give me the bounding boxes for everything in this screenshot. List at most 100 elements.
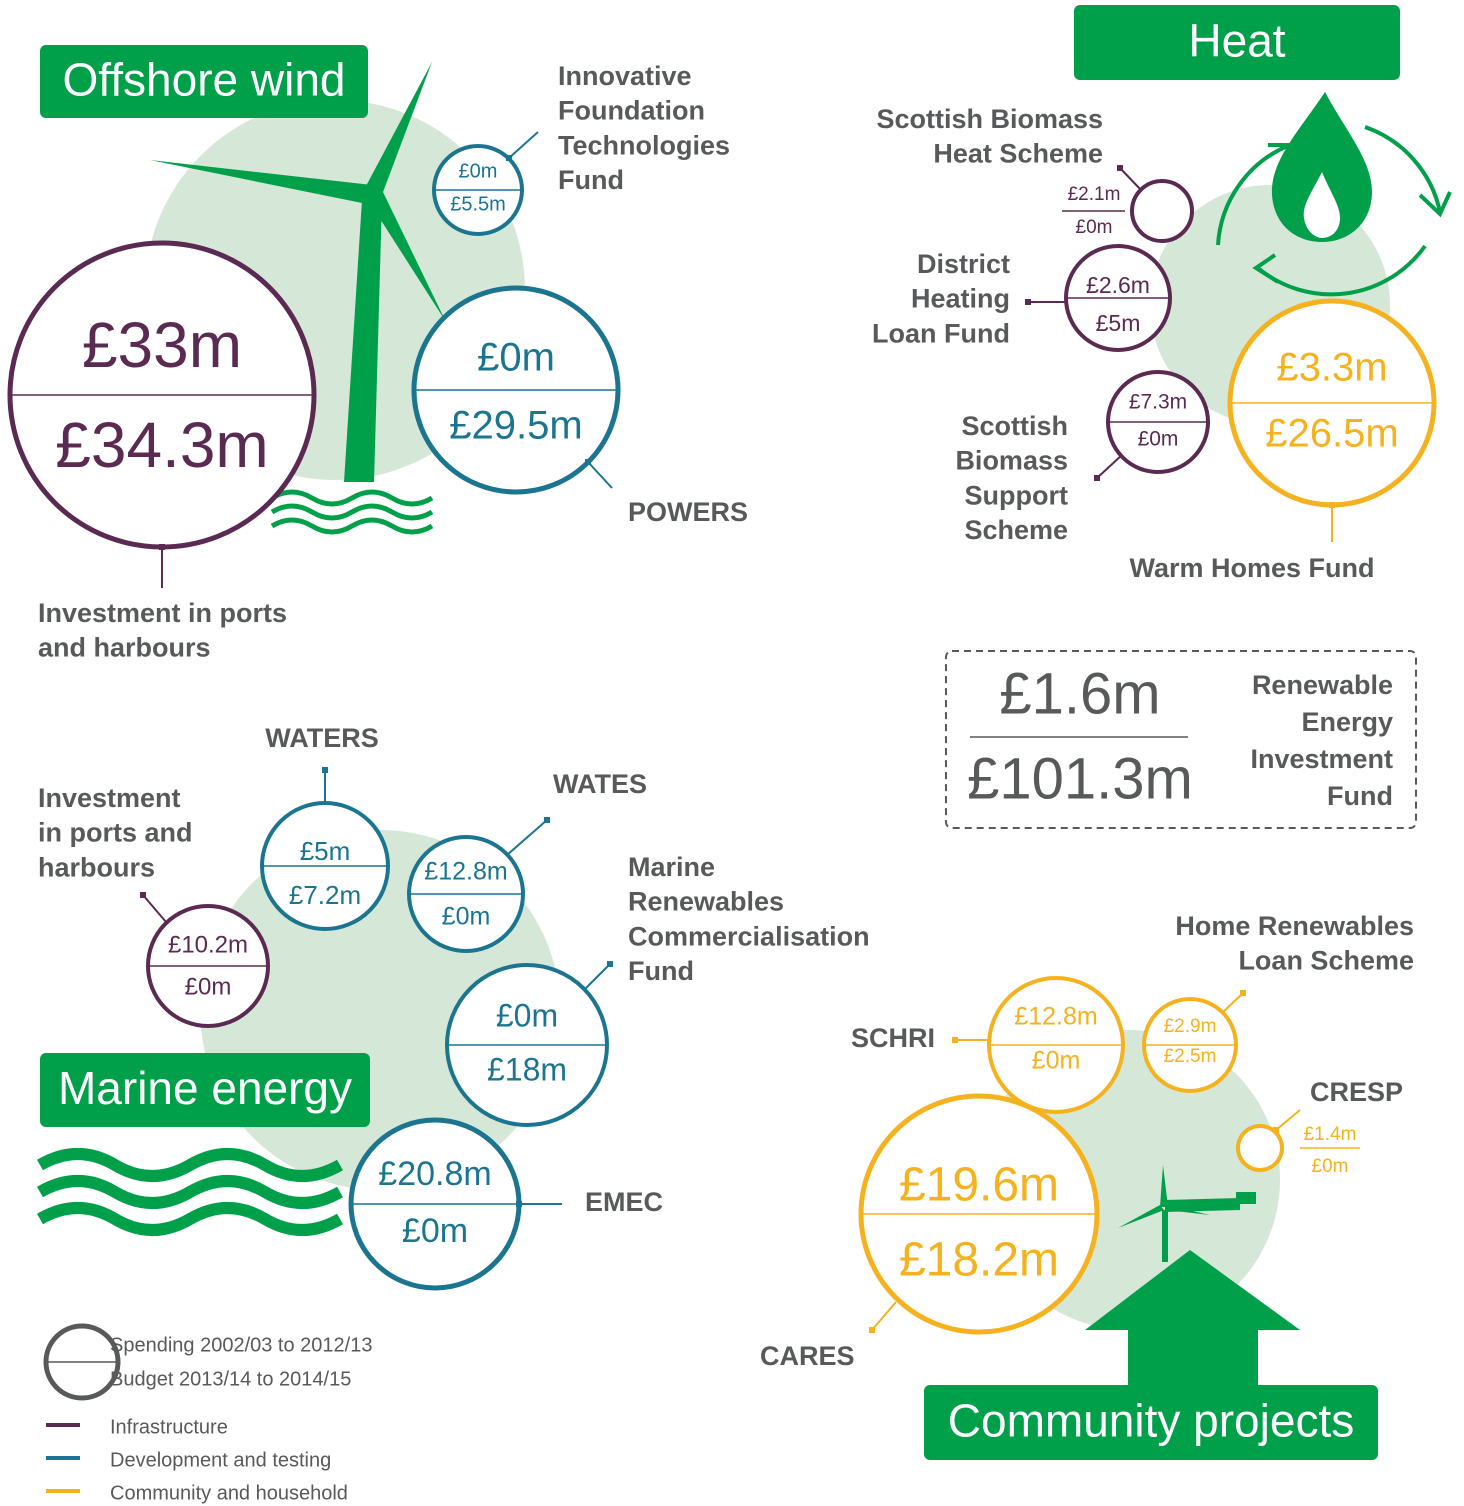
legend-text: Budget 2013/14 to 2014/15 xyxy=(110,1368,351,1390)
budget-amount: £5.5m xyxy=(450,193,506,215)
fund-label: in ports and xyxy=(38,818,193,848)
fund-label: Heat Scheme xyxy=(933,139,1103,169)
fund-label: Loan Fund xyxy=(872,318,1010,348)
spending-amount: £20.8m xyxy=(378,1155,491,1193)
connector xyxy=(1222,993,1243,1013)
section-title: Offshore wind xyxy=(63,54,346,106)
connector-end xyxy=(1117,165,1123,171)
budget-amount: £18.2m xyxy=(899,1234,1059,1287)
connector-end xyxy=(1094,475,1100,481)
connector xyxy=(588,462,612,488)
connector xyxy=(143,895,166,922)
legend-text: Spending 2002/03 to 2012/13 xyxy=(110,1334,372,1356)
connector-end xyxy=(516,1201,522,1207)
spending-amount: £33m xyxy=(82,309,242,381)
fund-label: POWERS xyxy=(628,497,748,527)
connector-end xyxy=(1025,299,1031,305)
fund-label: Home Renewables xyxy=(1175,911,1414,941)
total-label: Renewable xyxy=(1252,670,1393,700)
connector-end xyxy=(952,1037,958,1043)
fund-label: Foundation xyxy=(558,96,705,126)
fund-label: Scheme xyxy=(964,515,1068,545)
budget-amount: £0m xyxy=(1076,217,1113,238)
total-label: Energy xyxy=(1301,707,1393,737)
total-budget: £101.3m xyxy=(967,746,1193,811)
fund-label: Fund xyxy=(628,956,694,986)
spending-amount: £2.9m xyxy=(1164,1016,1217,1037)
budget-amount: £5m xyxy=(1096,310,1141,336)
budget-amount: £0m xyxy=(185,973,232,1000)
budget-amount: £29.5m xyxy=(449,404,582,448)
connector-end xyxy=(506,155,512,161)
total-spending: £1.6m xyxy=(999,661,1160,726)
fund-label: Support xyxy=(965,480,1068,510)
connector-end xyxy=(322,767,328,773)
fund-label: harbours xyxy=(38,852,155,882)
connector-end xyxy=(585,459,591,465)
fund-label: EMEC xyxy=(585,1187,663,1217)
connector xyxy=(584,964,610,990)
section-title: Community projects xyxy=(948,1395,1354,1447)
fund-label: District xyxy=(917,249,1010,279)
spending-amount: £2.6m xyxy=(1086,272,1150,298)
fund-label: CARES xyxy=(760,1341,855,1371)
fund-label: Renewables xyxy=(628,887,784,917)
spending-amount: £2.1m xyxy=(1068,184,1121,205)
budget-amount: £18m xyxy=(487,1051,567,1087)
spending-amount: £3.3m xyxy=(1276,346,1387,390)
offshore-waves xyxy=(272,492,432,532)
budget-amount: £26.5m xyxy=(1265,412,1398,456)
fund-label: Warm Homes Fund xyxy=(1129,553,1374,583)
fund-label: Scottish xyxy=(961,411,1068,441)
fund-label: CRESP xyxy=(1310,1077,1403,1107)
connector-end xyxy=(1273,1127,1279,1133)
connector-end xyxy=(1329,502,1335,508)
total-label: Investment xyxy=(1250,744,1393,774)
connector-end xyxy=(1240,990,1246,996)
budget-amount: £0m xyxy=(1032,1047,1081,1075)
fund-label: Heating xyxy=(911,284,1010,314)
budget-amount: £0m xyxy=(1138,428,1179,451)
infographic: Offshore windHeatMarine energyCommunity … xyxy=(0,0,1464,1506)
spending-amount: £0m xyxy=(496,997,558,1033)
budget-amount: £0m xyxy=(1312,1156,1349,1177)
section-title: Marine energy xyxy=(58,1062,352,1114)
connector-end xyxy=(159,544,165,550)
spending-amount: £0m xyxy=(477,336,555,380)
connector-end xyxy=(544,817,550,823)
connector-end xyxy=(607,961,613,967)
fund-label: Commercialisation xyxy=(628,921,870,951)
fund-label: WATERS xyxy=(265,723,379,753)
budget-amount: £0m xyxy=(402,1212,468,1250)
fund-label: Investment xyxy=(38,783,181,813)
fund-label: Investment in ports xyxy=(38,598,287,628)
spending-amount: £7.3m xyxy=(1129,391,1187,414)
spending-amount: £0m xyxy=(459,160,498,182)
fund-label: Technologies xyxy=(558,130,730,160)
connector xyxy=(507,820,547,855)
connector xyxy=(1120,168,1141,190)
connector xyxy=(1097,455,1122,478)
budget-amount: £0m xyxy=(442,903,491,931)
fund-label: Biomass xyxy=(955,446,1068,476)
connector xyxy=(872,1302,896,1330)
connector-end xyxy=(869,1327,875,1333)
legend-text: Community and household xyxy=(110,1482,348,1504)
spending-amount: £12.8m xyxy=(1014,1003,1097,1031)
connector xyxy=(1276,1110,1300,1130)
spending-amount: £19.6m xyxy=(899,1159,1059,1212)
fund-label: SCHRI xyxy=(851,1023,935,1053)
fund-label: Marine xyxy=(628,852,715,882)
spending-amount: £12.8m xyxy=(424,858,507,886)
spending-amount: £1.4m xyxy=(1304,1124,1357,1145)
fund-label: Fund xyxy=(558,165,624,195)
fund-label: Innovative xyxy=(558,61,692,91)
connector-end xyxy=(140,892,146,898)
spending-amount: £5m xyxy=(300,836,351,866)
spending-amount: £10.2m xyxy=(168,931,248,958)
fund-label: WATES xyxy=(553,769,647,799)
legend-text: Infrastructure xyxy=(110,1416,228,1438)
fund-label: Loan Scheme xyxy=(1238,946,1414,976)
legend-text: Development and testing xyxy=(110,1449,331,1471)
budget-amount: £34.3m xyxy=(55,409,268,481)
